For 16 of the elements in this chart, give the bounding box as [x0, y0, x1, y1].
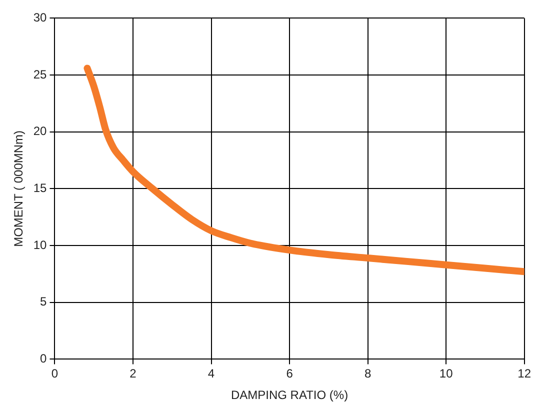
x-tick-label: 10 [439, 366, 454, 381]
y-axis-title: MOMENT ( 000MNm) [12, 130, 26, 247]
x-axis-title: DAMPING RATIO (%) [230, 388, 348, 402]
x-tick-label: 12 [518, 366, 532, 381]
y-tick-label: 20 [33, 124, 48, 138]
x-tick-label: 8 [364, 366, 372, 381]
y-tick-label: 5 [40, 294, 48, 309]
y-tick-label: 15 [33, 181, 48, 196]
y-tick-label: 30 [33, 10, 48, 25]
x-tick-label: 4 [208, 366, 215, 381]
x-tick-label: 0 [51, 366, 58, 381]
x-tick-label: 6 [286, 366, 294, 381]
x-tick-label: 2 [130, 366, 137, 381]
y-tick-label: 10 [33, 238, 48, 252]
y-tick-label: 25 [33, 67, 48, 82]
y-tick-label: 0 [40, 352, 48, 366]
